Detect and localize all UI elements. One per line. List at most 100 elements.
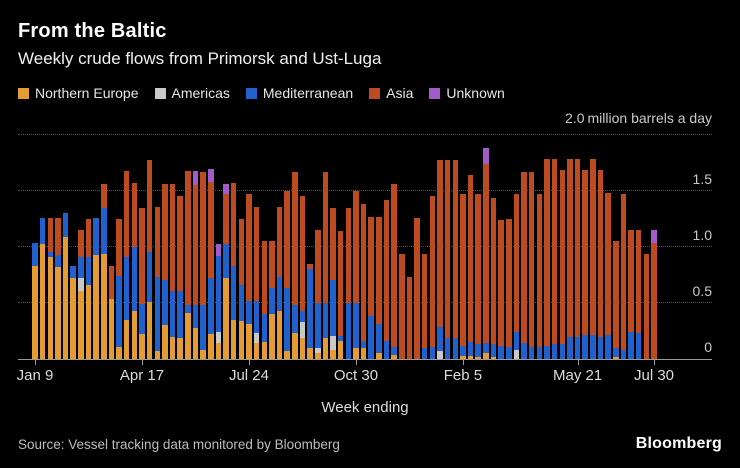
bar-segment-northern-europe	[215, 343, 222, 359]
bar-segment-asia	[154, 206, 161, 278]
y-tick-2-0: 2.0	[565, 110, 585, 126]
bar-week-67	[536, 194, 543, 359]
bar-segment-mediterranean	[85, 257, 92, 286]
bar-segment-asia	[238, 219, 245, 286]
bar-week-51	[414, 217, 420, 359]
x-tickmark-jul-30	[654, 359, 655, 365]
bar-week-40	[330, 207, 336, 359]
bar-segment-asia	[116, 219, 122, 277]
source-text: Source: Vessel tracking data monitored b…	[18, 437, 340, 452]
legend-item-northern-europe: Northern Europe	[18, 85, 139, 101]
bar-week-50	[406, 277, 413, 359]
bar-segment-mediterranean	[208, 278, 214, 335]
bar-segment-mediterranean	[299, 310, 306, 323]
bar-segment-mediterranean	[185, 305, 191, 314]
bar-week-54	[437, 159, 443, 359]
bar-segment-asia	[345, 207, 352, 303]
y-tick-label-1.0: 1.0	[692, 227, 712, 243]
bar-segment-mediterranean	[490, 344, 497, 357]
bar-segment-northern-europe	[299, 337, 306, 359]
x-tick-label-may-21: May 21	[552, 367, 603, 384]
bar-week-35	[292, 171, 298, 359]
bar-segment-unknown	[192, 170, 199, 186]
bar-segment-asia	[55, 217, 61, 255]
bar-segment-mediterranean	[574, 336, 581, 359]
bar-segment-mediterranean	[460, 345, 466, 356]
bar-segment-asia	[85, 219, 92, 258]
bar-segment-asia	[246, 194, 252, 301]
bar-segment-northern-europe	[70, 278, 76, 359]
bar-segment-asia	[651, 242, 657, 359]
bar-segment-unknown	[651, 230, 657, 243]
bar-week-14	[131, 183, 138, 359]
bar-segment-mediterranean	[246, 300, 252, 325]
bar-segment-asia	[620, 194, 627, 351]
bar-segment-mediterranean	[123, 257, 130, 320]
bar-segment-asia	[223, 194, 229, 244]
bar-segment-mediterranean	[590, 335, 596, 359]
bar-segment-mediterranean	[353, 303, 359, 348]
bar-segment-mediterranean	[230, 266, 237, 320]
bar-segment-mediterranean	[292, 305, 298, 334]
bar-week-29	[246, 194, 252, 359]
bar-segment-asia	[635, 230, 642, 334]
bar-segment-northern-europe	[146, 301, 153, 359]
legend-swatch-asia	[369, 87, 381, 99]
bar-segment-mediterranean	[32, 242, 38, 267]
bar-week-53	[429, 195, 436, 359]
gridline-2	[18, 134, 712, 135]
bar-week-74	[590, 158, 596, 359]
bar-segment-asia	[628, 230, 634, 333]
bar-segment-asia	[337, 231, 344, 336]
bar-segment-unknown	[215, 243, 222, 256]
bar-segment-americas	[215, 332, 222, 344]
bar-segment-asia	[429, 195, 436, 347]
bar-segment-northern-europe	[613, 356, 619, 359]
bar-segment-northern-europe	[330, 350, 336, 359]
bar-week-81	[643, 253, 650, 359]
bar-segment-asia	[574, 158, 581, 337]
bar-segment-northern-europe	[78, 290, 84, 359]
bar-week-24	[208, 168, 214, 359]
bar-segment-asia	[269, 241, 275, 289]
bar-week-17	[154, 206, 161, 359]
bar-segment-mediterranean	[70, 266, 76, 279]
bar-week-9	[93, 217, 99, 359]
bar-week-11	[108, 266, 115, 359]
bar-segment-northern-europe	[292, 333, 298, 359]
bar-segment-asia	[605, 193, 611, 336]
bar-segment-mediterranean	[452, 337, 459, 359]
bar-segment-mediterranean	[437, 326, 443, 352]
bar-week-52	[421, 253, 428, 359]
bar-segment-asia	[414, 217, 420, 359]
bar-week-32	[269, 241, 275, 359]
bar-week-12	[116, 219, 122, 359]
bar-segment-asia	[284, 191, 290, 289]
bar-segment-mediterranean	[200, 305, 206, 351]
bar-segment-mediterranean	[597, 336, 604, 359]
bar-segment-asia	[368, 216, 374, 317]
bar-segment-asia	[460, 194, 466, 346]
bar-segment-mediterranean	[177, 290, 183, 338]
bar-segment-asia	[101, 184, 107, 208]
bar-segment-mediterranean	[467, 342, 474, 356]
bar-week-22	[192, 170, 199, 359]
bar-segment-northern-europe	[467, 355, 474, 359]
x-tick-label-apr-17: Apr 17	[119, 367, 165, 384]
bar-segment-mediterranean	[376, 324, 382, 354]
bar-week-33	[276, 206, 283, 359]
bar-segment-mediterranean	[521, 343, 527, 359]
bar-week-42	[345, 207, 352, 359]
bar-segment-asia	[567, 158, 573, 337]
bar-segment-northern-europe	[177, 337, 183, 359]
bar-segment-northern-europe	[192, 327, 199, 359]
bar-week-69	[551, 158, 558, 359]
bar-segment-asia	[123, 170, 130, 258]
bar-segment-americas	[437, 351, 443, 359]
bar-segment-northern-europe	[39, 243, 46, 359]
bar-segment-asia	[437, 159, 443, 327]
bar-week-77	[613, 241, 619, 359]
bar-segment-northern-europe	[208, 334, 214, 359]
bar-segment-northern-europe	[307, 347, 313, 359]
bar-segment-asia	[376, 216, 382, 325]
